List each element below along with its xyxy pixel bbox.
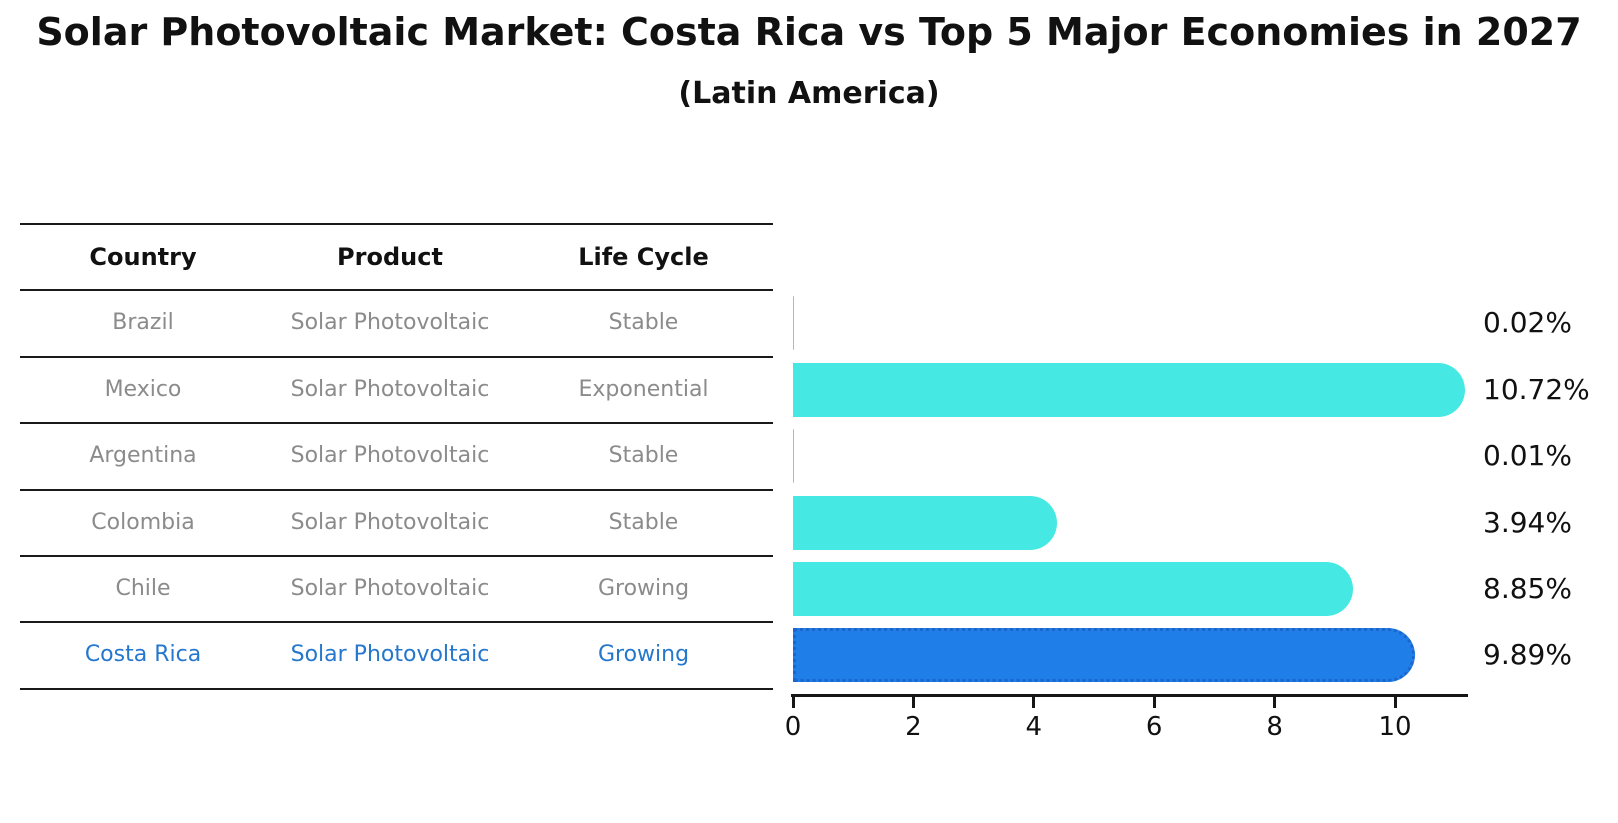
cell-country: Brazil — [112, 310, 174, 336]
x-axis-tick-label: 8 — [1266, 712, 1283, 742]
bar-chile — [793, 561, 1353, 616]
cell-country: Colombia — [91, 509, 195, 535]
cell-life-cycle: Growing — [597, 576, 690, 602]
table-header-row: Country Product Life Cycle — [20, 223, 773, 289]
x-axis-tick — [1393, 694, 1397, 708]
cell-product: Solar Photovoltaic — [290, 576, 490, 602]
bar-argentina — [793, 429, 794, 484]
cell-country: Argentina — [89, 443, 197, 469]
cell-country: Mexico — [104, 376, 182, 402]
x-axis-tick — [911, 694, 915, 708]
value-label: 10.72% — [1483, 372, 1590, 406]
x-axis-tick — [791, 694, 795, 708]
x-axis-tick-label: 2 — [905, 712, 922, 742]
cell-life-cycle: Stable — [608, 310, 679, 336]
x-axis-tick-label: 0 — [784, 712, 802, 742]
cell-life-cycle: Stable — [608, 443, 679, 469]
bar-mexico — [793, 362, 1466, 417]
cell-life-cycle: Growing — [597, 642, 690, 668]
column-header-life-cycle: Life Cycle — [578, 243, 709, 271]
value-label: 9.89% — [1483, 638, 1572, 672]
table-row: Costa Rica Solar Photovoltaic Growing — [20, 621, 773, 687]
value-label: 0.02% — [1483, 306, 1572, 340]
table-row: Argentina Solar Photovoltaic Stable — [20, 422, 773, 488]
data-table: Country Product Life Cycle Brazil Solar P… — [20, 223, 773, 690]
cell-product: Solar Photovoltaic — [290, 376, 490, 402]
chart-title: Solar Photovoltaic Market: Costa Rica vs… — [36, 10, 1582, 54]
bar-colombia — [793, 495, 1058, 550]
cell-country: Chile — [115, 576, 171, 602]
chart-subtitle: (Latin America) — [678, 76, 940, 111]
table-row: Colombia Solar Photovoltaic Stable — [20, 488, 773, 555]
cell-product: Solar Photovoltaic — [290, 443, 490, 469]
x-axis-line — [791, 694, 1468, 697]
x-axis-tick-label: 4 — [1025, 712, 1043, 742]
value-label: 0.01% — [1483, 439, 1572, 473]
cell-life-cycle: Stable — [608, 509, 679, 535]
table-row: Chile Solar Photovoltaic Growing — [20, 554, 773, 621]
x-axis-tick-label: 10 — [1378, 712, 1412, 742]
table-body: Brazil Solar Photovoltaic Stable Mexico Sola… — [20, 289, 773, 687]
cell-product: Solar Photovoltaic — [290, 642, 490, 668]
x-axis-tick — [1273, 694, 1277, 708]
value-label: 8.85% — [1483, 571, 1572, 605]
cell-life-cycle: Exponential — [578, 376, 709, 402]
table-row: Brazil Solar Photovoltaic Stable — [20, 289, 773, 355]
cell-country: Costa Rica — [84, 642, 202, 668]
bar-costa-rica — [793, 628, 1416, 683]
column-header-country: Country — [89, 243, 197, 271]
x-axis-tick — [1032, 694, 1036, 708]
column-header-product: Product — [337, 243, 443, 271]
table-row: Mexico Solar Photovoltaic Exponential — [20, 355, 773, 422]
bar-brazil — [793, 296, 795, 351]
value-label: 3.94% — [1483, 505, 1572, 539]
cell-product: Solar Photovoltaic — [290, 310, 490, 336]
x-axis-tick-label: 6 — [1145, 712, 1163, 742]
x-axis-tick — [1152, 694, 1156, 708]
cell-product: Solar Photovoltaic — [290, 509, 490, 535]
